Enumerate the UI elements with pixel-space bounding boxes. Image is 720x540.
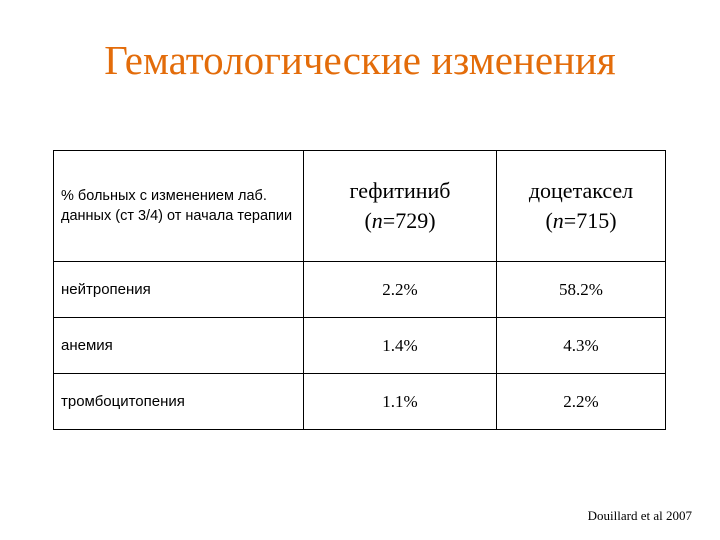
header-gefitinib-cell: гефитиниб (n=729) [303, 150, 497, 262]
table-header-row: % больных с изменением лаб. данных (ст 3… [53, 150, 666, 262]
drug-n-count: (n=715) [545, 208, 617, 233]
slide-title: Гематологические изменения [104, 37, 616, 83]
value-cell: 2.2% [303, 261, 497, 318]
value-cell: 58.2% [496, 261, 666, 318]
table-row: тромбоцитопения 1.1% 2.2% [53, 373, 666, 430]
value-cell: 4.3% [496, 317, 666, 374]
value-cell: 2.2% [496, 373, 666, 430]
row-label: анемия [53, 317, 304, 374]
drug-n-count: (n=729) [364, 208, 436, 233]
row-label: нейтропения [53, 261, 304, 318]
header-label-cell: % больных с изменением лаб. данных (ст 3… [53, 150, 304, 262]
drug-name: доцетаксел [528, 178, 634, 203]
table-row: нейтропения 2.2% 58.2% [53, 261, 666, 318]
value-cell: 1.4% [303, 317, 497, 374]
value-cell: 1.1% [303, 373, 497, 430]
table-row: анемия 1.4% 4.3% [53, 317, 666, 374]
source-citation: Douillard et al 2007 [587, 508, 692, 523]
header-docetaxel-cell: доцетаксел (n=715) [496, 150, 666, 262]
hematology-table: % больных с изменением лаб. данных (ст 3… [53, 150, 666, 430]
row-label: тромбоцитопения [53, 373, 304, 430]
drug-name: гефитиниб [349, 178, 451, 203]
